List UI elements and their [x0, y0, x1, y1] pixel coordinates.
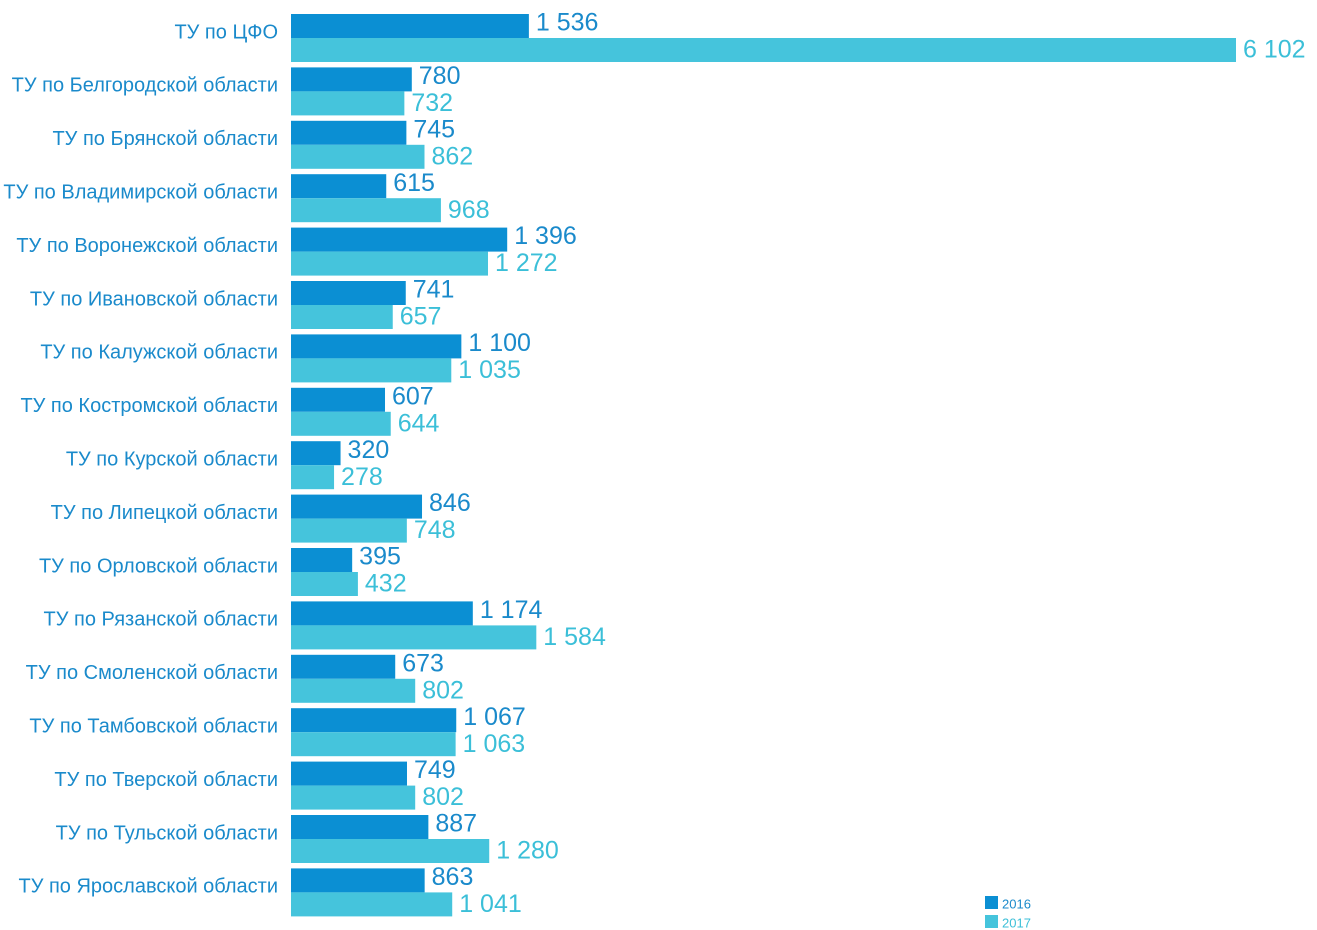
value-label: 732	[411, 89, 453, 117]
bar	[291, 67, 412, 92]
bar	[291, 251, 488, 276]
category-label: ТУ по Ярославской области	[18, 876, 278, 898]
bar	[291, 14, 529, 38]
value-label: 1 100	[468, 329, 531, 357]
legend-label: 2017	[1002, 915, 1031, 930]
bar	[291, 839, 490, 863]
category-label: ТУ по Калужской области	[40, 342, 278, 364]
value-label: 644	[398, 409, 440, 437]
value-label: 615	[393, 169, 435, 197]
value-label: 741	[413, 276, 455, 304]
value-label: 1 035	[458, 356, 521, 384]
category-label: ТУ по Белгородской области	[12, 75, 278, 97]
bar	[291, 91, 405, 116]
bar	[291, 518, 407, 543]
value-label: 1 041	[459, 890, 522, 918]
bar	[291, 120, 407, 145]
bar	[291, 411, 391, 436]
value-label: 1 396	[514, 222, 577, 250]
bar	[291, 334, 462, 359]
bar	[291, 281, 406, 305]
bar	[291, 678, 416, 703]
bar	[291, 548, 353, 572]
bar	[291, 601, 473, 626]
bar	[291, 708, 457, 733]
category-label: ТУ по Воронежской области	[16, 235, 278, 257]
bar	[291, 785, 416, 810]
legend-swatch	[985, 915, 998, 928]
value-label: 673	[402, 649, 444, 677]
category-label: ТУ по Костромской области	[20, 395, 278, 417]
value-label: 802	[422, 783, 464, 811]
bar	[291, 441, 341, 466]
bar	[291, 625, 537, 650]
value-label: 1 272	[495, 249, 558, 277]
value-label: 968	[448, 196, 490, 224]
value-label: 745	[413, 115, 455, 143]
value-label: 1 063	[463, 730, 526, 758]
value-label: 846	[429, 489, 471, 517]
value-label: 863	[432, 863, 474, 891]
value-label: 657	[400, 303, 442, 331]
bar	[291, 868, 425, 893]
legend-swatch	[985, 896, 998, 909]
value-label: 6 102	[1243, 36, 1306, 64]
bar	[291, 144, 425, 169]
bar	[291, 305, 393, 329]
value-label: 395	[359, 543, 401, 571]
category-label: ТУ по Смоленской области	[26, 662, 278, 684]
category-label: ТУ по Орловской области	[39, 555, 278, 577]
value-label: 749	[414, 756, 456, 784]
bar	[291, 572, 358, 596]
category-label: ТУ по Липецкой области	[51, 502, 278, 524]
bar	[291, 465, 335, 490]
category-label: ТУ по Тамбовской области	[29, 715, 278, 737]
legend-label: 2016	[1002, 896, 1031, 911]
value-label: 1 067	[463, 703, 526, 731]
category-label: ТУ по Тульской области	[56, 822, 278, 844]
bar	[291, 198, 441, 223]
value-label: 1 174	[480, 596, 543, 624]
bar	[291, 761, 407, 786]
value-label: 320	[348, 436, 390, 464]
category-label: ТУ по Курской области	[66, 448, 278, 470]
bar	[291, 732, 456, 757]
bar	[291, 815, 429, 839]
category-label: ТУ по Тверской области	[54, 769, 278, 791]
category-label: ТУ по Брянской области	[52, 128, 278, 150]
value-label: 748	[414, 516, 456, 544]
category-label: ТУ по Рязанской области	[44, 609, 278, 631]
value-label: 802	[422, 676, 464, 704]
bar	[291, 174, 387, 199]
bar	[291, 892, 453, 917]
value-label: 1 536	[536, 9, 599, 37]
bar	[291, 38, 1236, 62]
value-label: 780	[419, 62, 461, 90]
bar	[291, 227, 508, 252]
category-label: ТУ по Владимирской области	[3, 181, 278, 203]
bar	[291, 654, 396, 679]
category-label: ТУ по ЦФО	[174, 21, 278, 43]
bar	[291, 494, 423, 519]
value-label: 432	[365, 570, 407, 598]
bar	[291, 387, 386, 412]
value-label: 1 280	[496, 837, 559, 865]
bar	[291, 358, 452, 383]
value-label: 607	[392, 382, 434, 410]
value-label: 278	[341, 463, 383, 491]
value-label: 1 584	[543, 623, 606, 651]
value-label: 862	[431, 142, 473, 170]
category-label: ТУ по Ивановской области	[30, 288, 278, 310]
value-label: 887	[435, 810, 477, 838]
